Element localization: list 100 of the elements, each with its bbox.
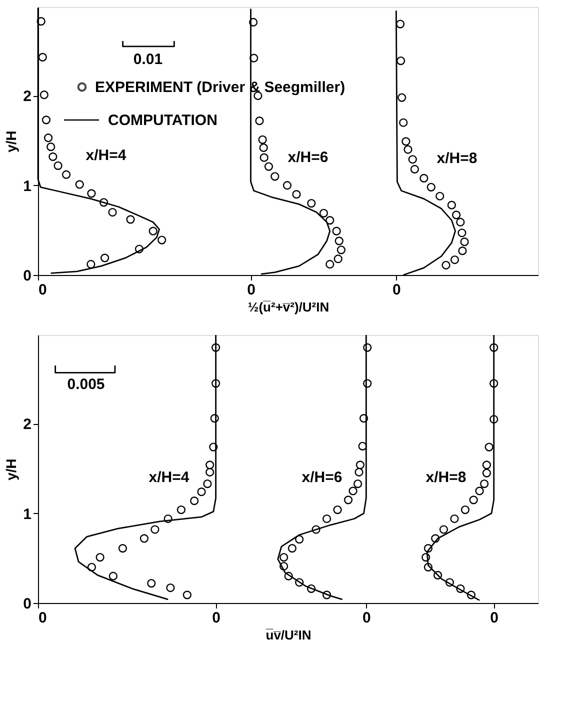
point — [250, 54, 258, 62]
point — [424, 562, 433, 572]
point — [426, 182, 436, 192]
point — [164, 514, 172, 524]
point — [209, 442, 218, 452]
point — [456, 584, 465, 593]
point — [456, 218, 465, 226]
point — [404, 145, 412, 154]
point — [363, 379, 372, 388]
point — [475, 486, 484, 496]
point — [322, 590, 332, 600]
point — [282, 181, 292, 190]
point — [445, 578, 454, 587]
point — [336, 246, 346, 254]
point — [280, 562, 288, 571]
point — [458, 228, 466, 238]
y-axis-title: y/H — [3, 458, 20, 480]
point — [148, 226, 158, 236]
point — [40, 90, 48, 100]
point — [333, 505, 342, 514]
point — [295, 578, 304, 587]
point — [87, 189, 96, 198]
x-tick-label: 0 — [38, 282, 47, 298]
point — [439, 525, 448, 534]
point — [288, 544, 296, 553]
annotation: x/H=8 — [436, 150, 478, 167]
x-tick-label: 0 — [247, 282, 256, 298]
point — [203, 479, 212, 488]
point — [431, 534, 440, 543]
point — [197, 488, 206, 496]
point — [326, 260, 334, 269]
y-tick-label: 2 — [23, 416, 32, 434]
y-axis-title: y/H — [3, 130, 20, 152]
point — [490, 343, 498, 352]
point — [249, 18, 258, 27]
annotation: x/H=6 — [288, 149, 328, 166]
point — [396, 56, 406, 66]
point — [319, 208, 328, 218]
point — [206, 460, 214, 470]
x-axis-title: ½(u̅²+v̅²)/U²IN — [248, 300, 330, 314]
point — [42, 116, 51, 124]
point — [442, 260, 450, 270]
point — [259, 143, 268, 152]
point — [54, 161, 62, 170]
point — [211, 379, 220, 388]
annotation: 0.01 — [133, 51, 163, 68]
point — [326, 216, 334, 225]
annotation: x/H=4 — [148, 469, 190, 486]
point — [100, 254, 110, 262]
legend-label: COMPUTATION — [108, 112, 218, 129]
point — [460, 238, 469, 246]
point — [322, 514, 332, 524]
point — [280, 552, 288, 562]
point — [482, 460, 491, 470]
point — [150, 525, 160, 534]
point — [410, 164, 419, 174]
point — [332, 226, 341, 236]
point — [270, 172, 280, 181]
point — [260, 153, 268, 162]
point — [44, 134, 53, 142]
point — [190, 496, 199, 506]
point — [140, 534, 149, 543]
point — [354, 479, 362, 488]
point — [87, 562, 96, 572]
point — [176, 505, 186, 514]
point — [490, 379, 498, 388]
point — [126, 215, 135, 224]
point — [46, 142, 56, 152]
point — [408, 155, 417, 164]
point — [398, 93, 406, 102]
point — [86, 260, 96, 269]
point — [295, 535, 304, 544]
point — [108, 208, 117, 217]
point — [420, 174, 428, 182]
point — [211, 343, 220, 352]
annotation: x/H=6 — [302, 469, 342, 486]
y-tick-label: 1 — [23, 178, 32, 195]
point — [452, 210, 461, 220]
point — [306, 584, 316, 593]
point — [118, 544, 128, 553]
point — [436, 192, 444, 200]
point — [482, 468, 491, 478]
point — [96, 552, 104, 562]
point — [359, 414, 368, 423]
y-tick-label: 1 — [23, 506, 32, 523]
point — [422, 552, 430, 562]
point — [147, 578, 156, 588]
point — [402, 137, 410, 146]
point — [356, 460, 365, 470]
point — [363, 343, 372, 352]
point — [396, 20, 405, 28]
point — [48, 152, 58, 161]
point — [312, 525, 320, 534]
x-axis-title: u̅v̅/U²IN — [266, 628, 312, 642]
point — [292, 190, 301, 199]
x-tick-label: 0 — [392, 282, 401, 298]
point — [62, 170, 71, 179]
point — [99, 198, 108, 207]
point — [354, 468, 364, 476]
x-tick-label: 0 — [490, 610, 499, 626]
